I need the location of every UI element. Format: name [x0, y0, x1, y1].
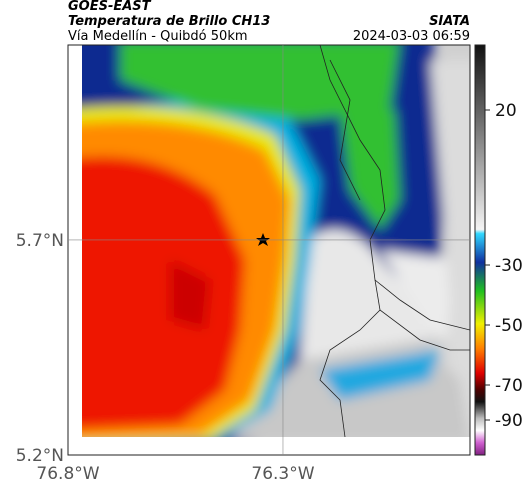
- x-tick-label: 76.3°W: [251, 464, 314, 484]
- source: GOES-EAST: [68, 0, 152, 14]
- y-tick-label: 5.2°N: [16, 446, 64, 466]
- colorbar-label: -90: [495, 411, 523, 431]
- title: Temperatura de Brillo CH13: [68, 14, 270, 29]
- org: SIATA: [429, 14, 470, 29]
- colorbar-label: -30: [495, 256, 523, 276]
- x-tick-label: 76.8°W: [36, 464, 99, 484]
- satellite-image: [82, 45, 470, 437]
- colorbar-label: -70: [495, 376, 523, 396]
- colorbar-label: -50: [495, 316, 523, 336]
- colorbar-label: 20: [495, 101, 517, 121]
- subtitle: Vía Medellín - Quibdó 50km: [68, 29, 248, 44]
- colorbar: [474, 44, 486, 456]
- timestamp: 2024-03-03 06:59: [353, 29, 470, 44]
- y-tick-label: 5.7°N: [16, 231, 64, 251]
- map-frame: [67, 44, 471, 456]
